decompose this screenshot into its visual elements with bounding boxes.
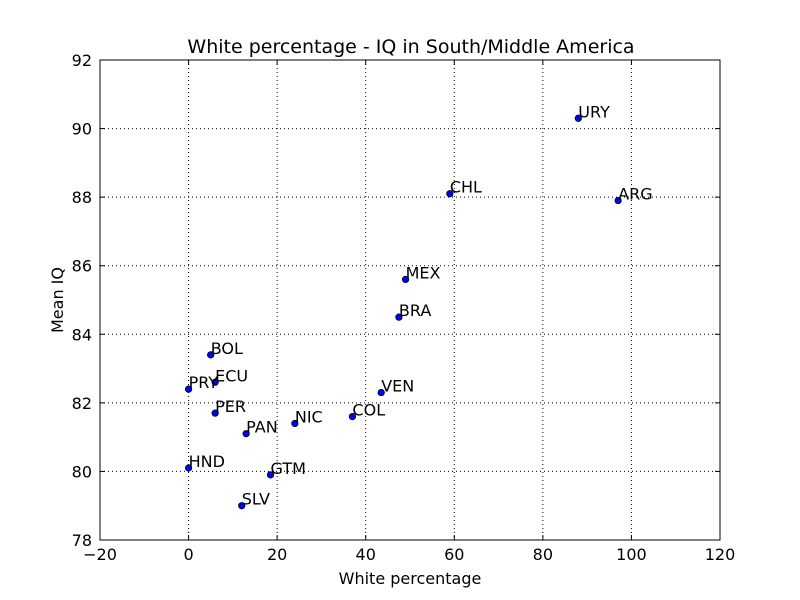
y-tick-label: 78 — [72, 531, 92, 550]
point-label-bol: BOL — [211, 339, 243, 358]
y-tick-label: 90 — [72, 120, 92, 139]
plot-frame — [99, 59, 721, 541]
data-point-pan — [242, 430, 250, 438]
data-point-slv — [238, 502, 246, 510]
x-tick-label: −20 — [83, 545, 117, 564]
x-tick-label: 60 — [444, 545, 464, 564]
y-tick-label: 86 — [72, 257, 92, 276]
data-point-bol — [207, 351, 215, 359]
data-point-nic — [291, 419, 299, 428]
point-label-per: PER — [215, 397, 246, 416]
data-point-mex — [401, 275, 410, 284]
point-label-ven: VEN — [381, 377, 414, 396]
data-point-ven — [377, 388, 385, 397]
data-point-pry — [184, 385, 193, 393]
data-point-chl — [446, 190, 454, 198]
point-label-col: COL — [352, 401, 385, 420]
point-label-chl: CHL — [450, 178, 482, 197]
data-point-per — [211, 409, 219, 417]
point-label-hnd: HND — [189, 452, 225, 471]
point-label-bra: BRA — [399, 301, 431, 320]
point-label-ecu: ECU — [215, 366, 248, 385]
y-tick-label: 82 — [72, 394, 92, 413]
x-tick-label: 120 — [705, 545, 736, 564]
data-point-ecu — [211, 378, 219, 386]
chart-title: White percentage - IQ in South/Middle Am… — [187, 36, 634, 58]
x-tick-label: 0 — [183, 545, 193, 564]
data-point-ury — [574, 114, 582, 122]
axis-ticks: −20 0 20 40 60 80 100 120 78 80 82 84 86 88 90 92 — [72, 51, 736, 564]
point-label-gtm: GTM — [271, 459, 306, 478]
point-label-nic: NIC — [295, 407, 323, 426]
grid-lines — [99, 59, 721, 541]
data-point-col — [348, 412, 357, 421]
data-point-gtm — [266, 471, 275, 479]
x-axis-label: White percentage — [339, 569, 482, 588]
y-tick-label: 92 — [72, 51, 92, 70]
y-axis-label: Mean IQ — [48, 267, 67, 333]
point-label-arg: ARG — [618, 185, 652, 204]
point-label-ury: URY — [578, 102, 610, 121]
data-point-arg — [614, 196, 622, 205]
x-tick-label: 40 — [356, 545, 376, 564]
x-tick-label: 100 — [616, 545, 647, 564]
data-point-hnd — [184, 464, 193, 472]
data-point-bra — [395, 313, 403, 321]
point-label-slv: SLV — [242, 490, 270, 509]
y-tick-label: 80 — [72, 462, 92, 481]
y-tick-label: 84 — [72, 325, 92, 344]
y-tick-label: 88 — [72, 188, 92, 207]
point-label-pan: PAN — [246, 418, 278, 437]
point-label-mex: MEX — [406, 263, 441, 282]
x-tick-label: 20 — [267, 545, 287, 564]
x-tick-label: 80 — [533, 545, 553, 564]
point-label-pry: PRY — [189, 373, 219, 392]
